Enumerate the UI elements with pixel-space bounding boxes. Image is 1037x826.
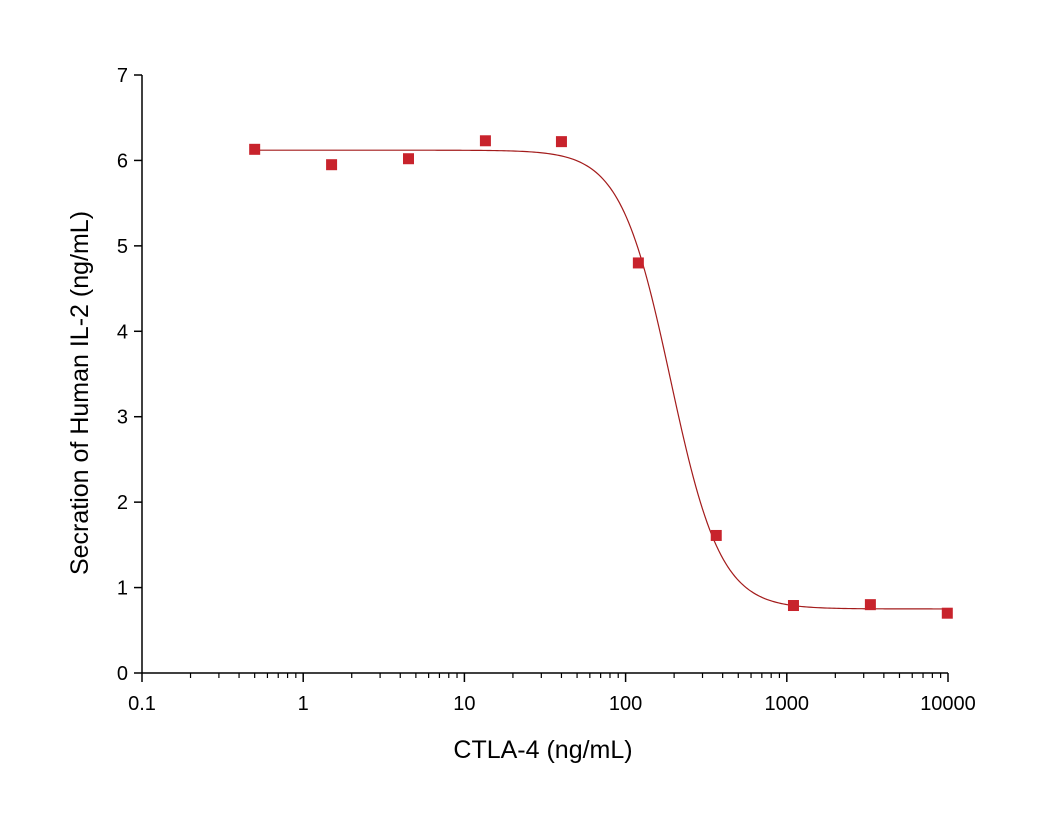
x-tick-label-1: 1 (298, 693, 309, 715)
x-axis-title: CTLA-4 (ng/mL) (453, 736, 632, 764)
data-point-2 (402, 153, 414, 165)
fit-curve-layer (254, 149, 948, 610)
x-tick-label-4: 1000 (765, 693, 810, 715)
y-tick-label-5: 5 (117, 236, 128, 258)
axes (141, 75, 948, 674)
tick-labels: 0 1 2 3 4 5 6 7 0.1 1 10 100 1000 10000 (117, 65, 976, 715)
y-axis-title: Secration of Human IL-2 (ng/mL) (66, 211, 94, 575)
y-tick-label-6: 6 (117, 150, 128, 172)
x-tick-label-2: 10 (453, 693, 475, 715)
x-tick-label-3: 100 (609, 693, 642, 715)
data-point-0 (249, 143, 261, 155)
x-tick-label-0: 0.1 (128, 693, 156, 715)
data-point-7 (787, 600, 799, 612)
fit-curve (254, 149, 948, 610)
data-point-5 (632, 257, 644, 269)
data-point-6 (710, 529, 722, 541)
data-point-9 (941, 607, 953, 619)
y-tick-label-2: 2 (117, 492, 128, 514)
data-point-8 (864, 599, 876, 611)
data-point-3 (479, 135, 491, 147)
data-point-4 (555, 136, 567, 148)
x-tick-label-5: 10000 (920, 693, 976, 715)
data-point-1 (326, 159, 338, 171)
y-tick-label-3: 3 (117, 407, 128, 429)
data-points (249, 135, 953, 619)
y-tick-label-0: 0 (117, 663, 128, 685)
y-tick-label-1: 1 (117, 578, 128, 600)
tick-marks (134, 74, 949, 682)
y-tick-label-4: 4 (117, 321, 128, 343)
y-tick-label-7: 7 (117, 65, 128, 87)
